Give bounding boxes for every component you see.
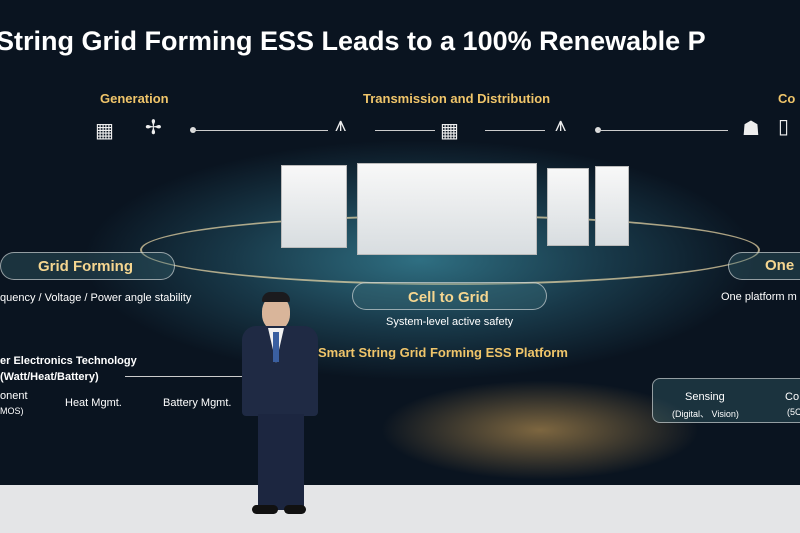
sensing-panel bbox=[652, 378, 800, 423]
wind-solar-icon: ✢ bbox=[145, 115, 162, 139]
communication-sub: (5C bbox=[787, 407, 800, 417]
communication-label: Co bbox=[785, 391, 800, 403]
tech-line-1: er Electronics Technology bbox=[0, 355, 137, 367]
presentation-screen: String Grid Forming ESS Leads to a 100% … bbox=[0, 0, 800, 485]
one-platform-pill bbox=[728, 252, 800, 280]
grid-forming-desc: quency / Voltage / Power angle stability bbox=[0, 292, 192, 304]
presenter-shoe bbox=[284, 505, 306, 514]
component-label: onent bbox=[0, 390, 28, 402]
solar-panel-icon: ☗ bbox=[742, 116, 760, 140]
container-icon: ▦ bbox=[440, 118, 459, 142]
city-lights-glow bbox=[380, 380, 700, 480]
connector-line bbox=[598, 130, 728, 131]
sensing-label: Sensing bbox=[685, 391, 725, 403]
presenter-tie bbox=[273, 332, 279, 362]
connector-line bbox=[125, 376, 245, 377]
stage-floor bbox=[0, 485, 800, 533]
grid-forming-label: Grid Forming bbox=[38, 258, 133, 275]
connector-line bbox=[485, 130, 545, 131]
one-platform-desc: One platform m bbox=[721, 291, 797, 303]
presenter-trousers bbox=[258, 414, 304, 510]
heat-mgmt-label: Heat Mgmt. bbox=[65, 397, 122, 409]
ess-container bbox=[357, 163, 537, 255]
platform-title: Smart String Grid Forming ESS Platform bbox=[318, 345, 568, 360]
tech-line-2: (Watt/Heat/Battery) bbox=[0, 371, 99, 383]
transmission-label: Transmission and Distribution bbox=[363, 91, 551, 106]
sensing-sub: (Digital、 Vision) bbox=[672, 409, 739, 419]
transmission-tower-icon: ⩚ bbox=[335, 112, 347, 136]
battery-cabinet bbox=[595, 166, 629, 246]
cabinet-icon: ▯ bbox=[778, 114, 790, 138]
battery-cabinet bbox=[547, 168, 589, 246]
cell-to-grid-pill bbox=[352, 282, 547, 310]
connector-line bbox=[375, 130, 435, 131]
cell-to-grid-desc: System-level active safety bbox=[386, 316, 514, 328]
grid-forming-pill bbox=[0, 252, 175, 280]
battery-mgmt-label: Battery Mgmt. bbox=[163, 397, 232, 409]
one-platform-label: One bbox=[765, 257, 795, 274]
connector-line bbox=[193, 130, 328, 131]
presenter-hair bbox=[262, 292, 290, 302]
transmission-tower-icon: ⩚ bbox=[555, 112, 567, 136]
container-icon: ▦ bbox=[95, 118, 114, 142]
consumption-label: Co bbox=[778, 91, 796, 106]
slide-title: String Grid Forming ESS Leads to a 100% … bbox=[0, 26, 706, 56]
generation-label: Generation bbox=[100, 91, 169, 106]
cell-to-grid-label: Cell to Grid bbox=[408, 289, 489, 306]
pcs-cabinet bbox=[281, 165, 347, 248]
presenter-shoe bbox=[252, 505, 278, 514]
component-sub: MOS) bbox=[0, 406, 24, 416]
